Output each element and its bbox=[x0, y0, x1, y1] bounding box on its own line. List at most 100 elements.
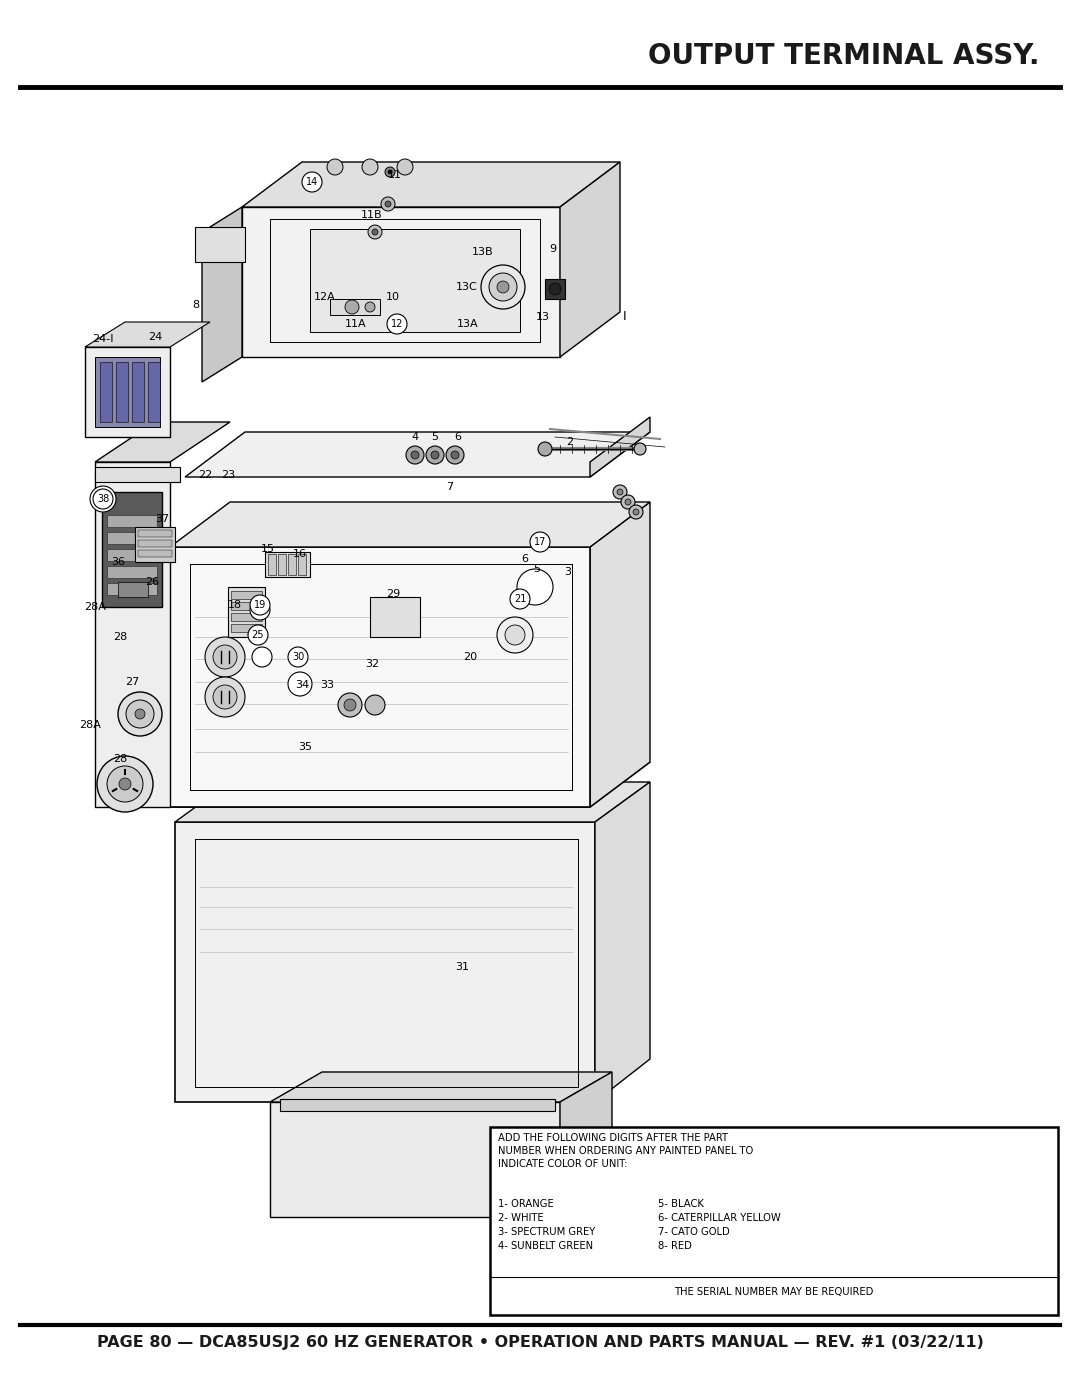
Text: 32: 32 bbox=[365, 659, 379, 669]
Text: 38: 38 bbox=[97, 495, 109, 504]
Polygon shape bbox=[95, 422, 230, 462]
Polygon shape bbox=[298, 555, 306, 576]
Text: 20: 20 bbox=[463, 652, 477, 662]
Polygon shape bbox=[545, 279, 565, 299]
Polygon shape bbox=[231, 602, 262, 610]
Polygon shape bbox=[175, 821, 595, 1102]
Circle shape bbox=[426, 446, 444, 464]
Circle shape bbox=[252, 647, 272, 666]
Polygon shape bbox=[95, 467, 180, 482]
Text: 1- ORANGE
2- WHITE
3- SPECTRUM GREY
4- SUNBELT GREEN: 1- ORANGE 2- WHITE 3- SPECTRUM GREY 4- S… bbox=[498, 1199, 595, 1250]
Polygon shape bbox=[175, 782, 650, 821]
Circle shape bbox=[372, 229, 378, 235]
Circle shape bbox=[205, 637, 245, 678]
Polygon shape bbox=[202, 207, 242, 381]
Circle shape bbox=[248, 624, 268, 645]
Circle shape bbox=[107, 766, 143, 802]
Polygon shape bbox=[270, 1071, 612, 1102]
Circle shape bbox=[617, 489, 623, 495]
Text: 27: 27 bbox=[125, 678, 139, 687]
Circle shape bbox=[288, 672, 312, 696]
Circle shape bbox=[135, 710, 145, 719]
Text: 24: 24 bbox=[148, 332, 162, 342]
Circle shape bbox=[634, 443, 646, 455]
Text: 13C: 13C bbox=[456, 282, 477, 292]
Polygon shape bbox=[595, 782, 650, 1102]
Text: 28A: 28A bbox=[84, 602, 106, 612]
Polygon shape bbox=[242, 162, 620, 207]
Circle shape bbox=[365, 302, 375, 312]
Circle shape bbox=[411, 451, 419, 460]
Polygon shape bbox=[148, 362, 160, 422]
Polygon shape bbox=[561, 162, 620, 358]
Polygon shape bbox=[288, 555, 296, 576]
Text: 18: 18 bbox=[228, 599, 242, 610]
Text: 12: 12 bbox=[391, 319, 403, 330]
Circle shape bbox=[90, 486, 116, 511]
Polygon shape bbox=[138, 541, 172, 548]
Text: 4: 4 bbox=[411, 432, 419, 441]
Text: THE SERIAL NUMBER MAY BE REQUIRED: THE SERIAL NUMBER MAY BE REQUIRED bbox=[674, 1287, 874, 1296]
Polygon shape bbox=[138, 550, 172, 557]
Circle shape bbox=[481, 265, 525, 309]
Circle shape bbox=[497, 281, 509, 293]
Circle shape bbox=[387, 314, 407, 334]
Text: OUTPUT TERMINAL ASSY.: OUTPUT TERMINAL ASSY. bbox=[648, 42, 1040, 70]
Polygon shape bbox=[268, 555, 276, 576]
Text: 28A: 28A bbox=[79, 719, 100, 731]
Circle shape bbox=[249, 595, 270, 615]
Text: 25: 25 bbox=[252, 630, 265, 640]
Polygon shape bbox=[100, 362, 112, 422]
Circle shape bbox=[362, 159, 378, 175]
Text: 13: 13 bbox=[536, 312, 550, 321]
Polygon shape bbox=[561, 1071, 612, 1217]
Circle shape bbox=[205, 678, 245, 717]
Circle shape bbox=[381, 197, 395, 211]
Text: 17: 17 bbox=[534, 536, 546, 548]
Text: 11B: 11B bbox=[361, 210, 382, 219]
Circle shape bbox=[288, 647, 308, 666]
Circle shape bbox=[249, 599, 270, 620]
Text: 15: 15 bbox=[261, 543, 275, 555]
Circle shape bbox=[446, 446, 464, 464]
Circle shape bbox=[451, 451, 459, 460]
Text: 28: 28 bbox=[113, 754, 127, 764]
Polygon shape bbox=[231, 591, 262, 599]
Text: 6: 6 bbox=[522, 555, 528, 564]
Bar bbox=[107, 566, 157, 578]
Text: 9: 9 bbox=[550, 244, 556, 254]
Circle shape bbox=[338, 693, 362, 717]
Text: 16: 16 bbox=[293, 549, 307, 559]
Bar bbox=[107, 532, 157, 543]
Polygon shape bbox=[231, 613, 262, 622]
Polygon shape bbox=[270, 1102, 561, 1217]
Circle shape bbox=[621, 495, 635, 509]
Polygon shape bbox=[330, 299, 380, 314]
Text: 8: 8 bbox=[192, 300, 200, 310]
Circle shape bbox=[327, 159, 343, 175]
Polygon shape bbox=[185, 432, 650, 476]
Text: 2: 2 bbox=[566, 437, 573, 447]
Text: PAGE 80 — DCA85USJ2 60 HZ GENERATOR • OPERATION AND PARTS MANUAL — REV. #1 (03/2: PAGE 80 — DCA85USJ2 60 HZ GENERATOR • OP… bbox=[96, 1336, 984, 1350]
Polygon shape bbox=[95, 358, 160, 427]
Bar bbox=[490, 1127, 1058, 1315]
Polygon shape bbox=[118, 583, 148, 597]
Text: 11: 11 bbox=[388, 170, 402, 180]
Circle shape bbox=[625, 499, 631, 504]
Text: 21: 21 bbox=[514, 594, 526, 604]
Text: 33: 33 bbox=[320, 680, 334, 690]
Text: 30: 30 bbox=[292, 652, 305, 662]
Text: 34: 34 bbox=[295, 680, 309, 690]
Text: 10: 10 bbox=[386, 292, 400, 302]
Circle shape bbox=[497, 617, 534, 652]
Text: 12A: 12A bbox=[314, 292, 336, 302]
Circle shape bbox=[384, 168, 395, 177]
Text: 7: 7 bbox=[446, 482, 454, 492]
Polygon shape bbox=[242, 207, 561, 358]
Text: 29: 29 bbox=[386, 590, 400, 599]
Polygon shape bbox=[85, 321, 210, 346]
Text: 31: 31 bbox=[455, 963, 469, 972]
Text: 11A: 11A bbox=[346, 319, 367, 330]
Text: 5- BLACK
6- CATERPILLAR YELLOW
7- CATO GOLD
8- RED: 5- BLACK 6- CATERPILLAR YELLOW 7- CATO G… bbox=[658, 1199, 781, 1250]
Circle shape bbox=[119, 778, 131, 789]
